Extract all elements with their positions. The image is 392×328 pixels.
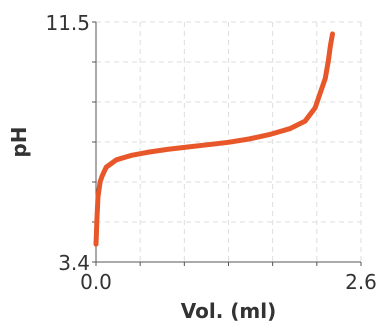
y-tick-label-min: 3.4 bbox=[58, 251, 90, 275]
x-tick-label-min: 0.0 bbox=[80, 270, 112, 294]
y-tick-label-max: 11.5 bbox=[45, 11, 90, 35]
series bbox=[93, 31, 335, 247]
x-axis-title: Vol. (ml) bbox=[181, 299, 277, 323]
y-axis-title: pH bbox=[7, 126, 31, 157]
series-line bbox=[93, 31, 335, 247]
x-tick-label-max: 2.6 bbox=[345, 270, 377, 294]
labels: 11.5 3.40.0 2.6 Vol. (ml) pH bbox=[7, 11, 377, 323]
